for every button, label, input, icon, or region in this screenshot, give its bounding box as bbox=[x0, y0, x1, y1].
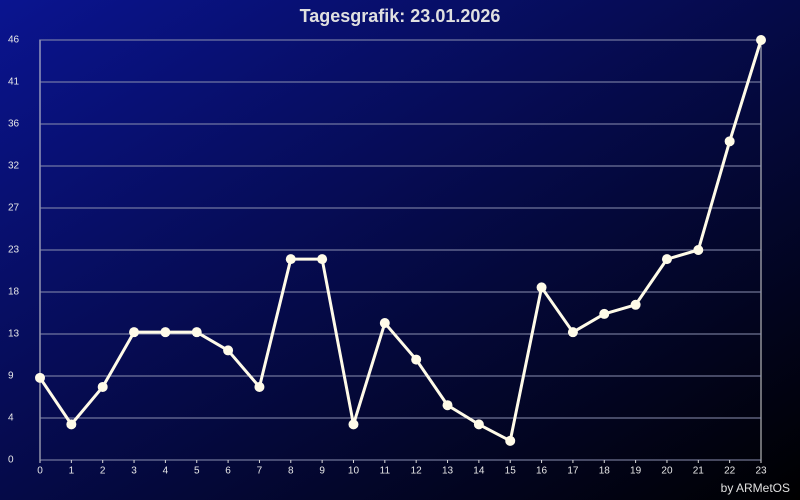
x-tick-label: 3 bbox=[131, 466, 137, 477]
point bbox=[411, 354, 422, 365]
x-tick-label: 17 bbox=[567, 466, 579, 477]
point bbox=[756, 35, 766, 45]
y-tick-label: 27 bbox=[8, 203, 20, 214]
point bbox=[567, 327, 578, 338]
point bbox=[129, 327, 140, 338]
credit: by ARMetOS bbox=[721, 481, 790, 495]
x-tick-label: 7 bbox=[257, 466, 263, 477]
point bbox=[348, 419, 359, 430]
x-tick-label: 23 bbox=[755, 466, 767, 477]
y-tick-label: 0 bbox=[8, 455, 14, 466]
point bbox=[254, 381, 265, 392]
point bbox=[35, 372, 45, 383]
x-tick-label: 12 bbox=[411, 466, 423, 477]
point bbox=[599, 308, 610, 319]
y-tick-label: 4 bbox=[8, 413, 14, 424]
chart-title: Tagesgrafik: 23.01.2026 bbox=[300, 6, 501, 26]
x-tick-label: 11 bbox=[380, 466, 391, 477]
point bbox=[285, 254, 296, 265]
point bbox=[97, 381, 108, 392]
x-tick-label: 4 bbox=[163, 466, 169, 477]
x-tick-label: 1 bbox=[69, 466, 75, 477]
x-tick-label: 5 bbox=[194, 466, 200, 477]
x-tick-label: 18 bbox=[599, 466, 611, 477]
point bbox=[191, 327, 202, 338]
y-tick-label: 46 bbox=[8, 35, 20, 46]
point bbox=[505, 435, 516, 446]
point bbox=[442, 400, 453, 411]
point bbox=[630, 299, 641, 310]
x-tick-label: 20 bbox=[661, 466, 673, 477]
point bbox=[223, 345, 234, 356]
point bbox=[317, 254, 328, 265]
line bbox=[38, 39, 763, 443]
point bbox=[724, 136, 735, 147]
x-tick-label: 0 bbox=[37, 466, 43, 477]
y-tick-label: 23 bbox=[8, 245, 20, 256]
point bbox=[536, 282, 547, 293]
x-tick-label: 9 bbox=[319, 466, 325, 477]
x-tick-label: 13 bbox=[442, 466, 454, 477]
point bbox=[661, 254, 672, 265]
x-tick-label: 14 bbox=[473, 466, 485, 477]
x-tick-label: 19 bbox=[630, 466, 642, 477]
x-tick-label: 6 bbox=[225, 466, 231, 477]
y-tick-label: 13 bbox=[8, 329, 20, 340]
y-tick-label: 18 bbox=[8, 287, 20, 298]
x-tick-label: 15 bbox=[505, 466, 517, 477]
x-tick-label: 22 bbox=[724, 466, 736, 477]
x-tick-label: 8 bbox=[288, 466, 294, 477]
point bbox=[379, 318, 390, 329]
point bbox=[160, 327, 171, 338]
x-tick-label: 2 bbox=[100, 466, 106, 477]
point bbox=[473, 419, 484, 430]
y-tick-label: 41 bbox=[8, 77, 20, 88]
x-tick-label: 21 bbox=[693, 466, 705, 477]
x-tick-label: 16 bbox=[536, 466, 548, 477]
y-tick-label: 9 bbox=[8, 371, 14, 382]
y-tick-label: 32 bbox=[8, 161, 20, 172]
y-tick-label: 36 bbox=[8, 119, 20, 130]
point bbox=[66, 419, 77, 430]
x-tick-label: 10 bbox=[348, 466, 360, 477]
point bbox=[693, 245, 704, 255]
